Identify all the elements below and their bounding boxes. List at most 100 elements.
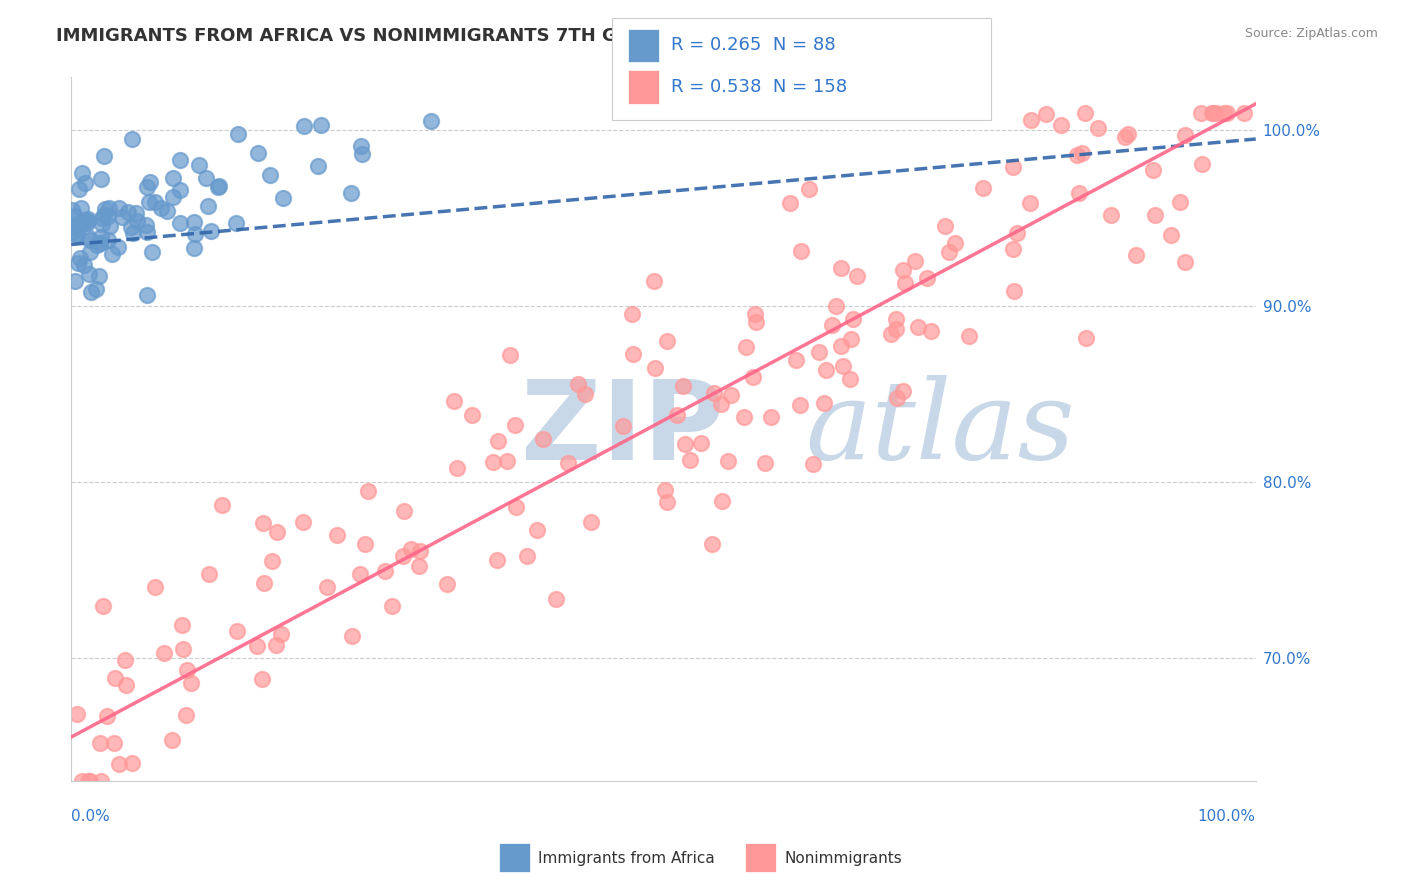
Point [1160,227,1182,242]
Point [657,494,679,508]
Point [419,114,441,128]
Point [957,329,980,343]
Point [801,458,824,472]
Point [245,639,267,653]
Point [745,315,768,329]
Point [138,175,160,189]
Point [226,624,249,639]
Text: Source: ZipAtlas.com: Source: ZipAtlas.com [1244,27,1378,40]
Point [830,339,852,353]
Point [374,564,396,578]
Point [785,352,807,367]
Point [1233,105,1256,120]
Point [886,391,908,405]
Point [1073,105,1095,120]
Point [77,774,100,789]
Point [673,437,696,451]
Point [162,170,184,185]
Point [891,263,914,277]
Point [73,214,96,228]
Point [91,217,114,231]
Point [91,599,114,613]
Point [710,397,733,411]
Point [392,549,415,564]
Point [169,183,191,197]
Point [79,233,101,247]
Point [122,226,145,240]
Point [1005,226,1028,240]
Point [842,311,865,326]
Point [353,537,375,551]
Point [87,269,110,284]
Point [79,774,101,789]
Point [557,456,579,470]
Point [495,454,517,468]
Point [744,307,766,321]
Point [567,377,589,392]
Point [79,245,101,260]
Point [720,388,742,402]
Point [184,227,207,241]
Point [824,298,846,312]
Point [315,581,337,595]
Point [815,363,838,377]
Text: R = 0.265  N = 88: R = 0.265 N = 88 [671,37,835,54]
Point [482,454,505,468]
Point [98,201,121,215]
Point [121,756,143,771]
Point [63,209,86,223]
Point [141,245,163,260]
Point [66,256,89,270]
Point [259,169,281,183]
Point [945,235,967,250]
Point [266,638,288,652]
Point [194,171,217,186]
Point [907,319,929,334]
Point [136,287,159,301]
Point [1070,145,1092,160]
Point [80,285,103,300]
Point [145,194,167,209]
Point [63,274,86,288]
Point [70,201,93,215]
Point [135,218,157,232]
Point [700,537,723,551]
Point [271,191,294,205]
Point [307,159,329,173]
Point [183,241,205,255]
Point [93,149,115,163]
Point [904,254,927,268]
Point [644,360,666,375]
Point [266,524,288,539]
Point [735,340,758,354]
Point [339,186,361,200]
Point [98,219,121,233]
Point [121,131,143,145]
Point [66,220,89,235]
Point [841,332,863,346]
Point [392,504,415,518]
Point [187,158,209,172]
Point [689,435,711,450]
Point [162,189,184,203]
Point [183,215,205,229]
Point [789,399,811,413]
Point [779,196,801,211]
Point [1069,186,1091,200]
Point [1143,208,1166,222]
Point [117,205,139,219]
Point [143,580,166,594]
Point [176,708,198,723]
Point [409,544,432,558]
Point [292,120,315,134]
Point [75,212,97,227]
Point [138,194,160,209]
Point [86,238,108,252]
Text: R = 0.538  N = 158: R = 0.538 N = 158 [671,78,846,96]
Point [790,244,813,258]
Point [97,233,120,247]
Point [101,247,124,261]
Point [90,230,112,244]
Point [156,203,179,218]
Point [89,736,111,750]
